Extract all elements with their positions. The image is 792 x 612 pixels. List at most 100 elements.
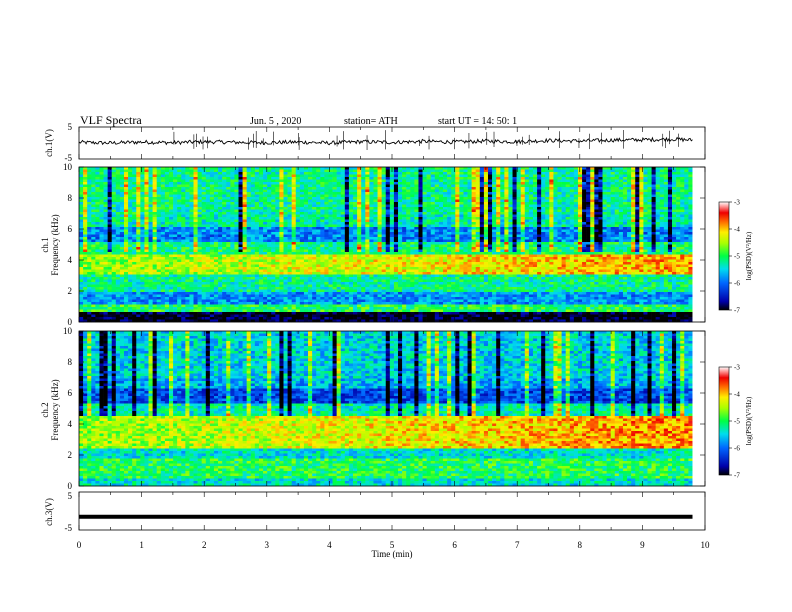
ch1-spectrogram-cell: [287, 212, 292, 215]
ch1-spectrogram-cell: [177, 174, 182, 178]
ch1-spectrogram-cell: [213, 224, 219, 228]
ch1-spectrogram-cell: [492, 167, 497, 170]
ch1-spectrogram-cell: [91, 167, 96, 170]
ch1-spectrogram-cell: [275, 179, 280, 183]
ch1-spectrogram-cell: [447, 212, 452, 215]
ch1-spectrogram-cell: [283, 219, 288, 223]
ch1-spectrogram-cell: [123, 177, 129, 180]
ch1-spectrogram-cell: [443, 172, 448, 175]
ch1-spectrogram-cell: [111, 224, 117, 228]
ch1-spectrogram-cell: [312, 234, 317, 238]
ch1-spectrogram-cell: [128, 207, 133, 210]
ch1-spectrogram-cell: [479, 222, 485, 225]
ch1-spectrogram-cell: [365, 237, 370, 240]
ch1-spectrogram-cell: [500, 179, 505, 183]
ch1-spectrogram-cell: [635, 227, 640, 230]
ch1-spectrogram-cell: [246, 217, 252, 220]
ch1-spectrogram-cell: [385, 209, 391, 213]
ch1-spectrogram-cell: [303, 202, 309, 205]
ch1-spectrogram-cell: [185, 184, 190, 188]
ch1-spectrogram-cell: [181, 209, 186, 213]
ch1-spectrogram-cell: [565, 199, 571, 203]
ch1-spectrogram-cell: [177, 214, 182, 218]
ch1-spectrogram-cell: [83, 204, 88, 208]
ch1-spectrogram-cell: [545, 194, 550, 198]
ch1-spectrogram-cell: [353, 172, 358, 175]
ch1-spectrogram-cell: [434, 179, 440, 183]
ch1-spectrogram-cell: [647, 197, 652, 200]
ch1-spectrogram-cell: [398, 212, 403, 215]
ch1-spectrogram-cell: [377, 214, 382, 218]
ch1-spectrogram-cell: [238, 182, 243, 185]
ch1-spectrogram-cell: [164, 179, 170, 183]
ch1-spectrogram-cell: [651, 169, 656, 173]
ch1-spectrogram-cell: [144, 177, 149, 180]
ch1-spectrogram-cell: [553, 199, 558, 203]
ch1-spectrogram-cell: [389, 192, 395, 195]
ch1-spectrogram-cell: [471, 244, 477, 248]
ch1-spectrogram-cell: [496, 247, 501, 250]
ch1-spectrogram-cell: [414, 187, 419, 190]
ch1-spectrogram-cell: [606, 199, 611, 203]
ch1-spectrogram-cell: [639, 212, 644, 215]
ch1-spectrogram-cell: [218, 189, 223, 193]
ch1-spectrogram-cell: [160, 187, 166, 190]
ch1-spectrogram-cell: [254, 237, 260, 240]
ch1-spectrogram-cell: [618, 194, 624, 198]
ch1-spectrogram-cell: [680, 234, 685, 238]
ch1-spectrogram-cell: [234, 174, 239, 178]
ch1-spectrogram-cell: [263, 244, 268, 248]
ch1-spectrogram-cell: [238, 209, 243, 213]
ch1-spectrogram-cell: [254, 184, 260, 188]
ch1-spectrogram-cell: [332, 217, 337, 220]
ch1-spectrogram-cell: [504, 169, 509, 173]
ch1-spectrogram-cell: [218, 204, 223, 208]
ch1-spectrogram-cell: [422, 177, 427, 180]
ch1-spectrogram-cell: [128, 227, 133, 230]
ch1-spectrogram-cell: [91, 234, 96, 238]
ch1-spectrogram-cell: [471, 192, 477, 195]
ch1-spectrogram-cell: [140, 184, 145, 188]
ch1-spectrogram-cell: [136, 224, 141, 228]
ch1-spectrogram-cell: [496, 239, 501, 243]
ch1-spectrogram-cell: [528, 234, 534, 238]
ch1-spectrogram-cell: [324, 247, 329, 250]
ch1-spectrogram-cell: [132, 229, 137, 233]
ch1-spectrogram-cell: [128, 224, 133, 228]
ch1-spectrogram-cell: [631, 169, 636, 173]
ch1-spectrogram-cell: [447, 219, 452, 223]
ch1-spectrogram-cell: [606, 197, 611, 200]
ch1-spectrogram-cell: [602, 182, 607, 185]
ch1-spectrogram-cell: [410, 202, 415, 205]
ch1-spectrogram-cell: [291, 177, 297, 180]
ch1-spectrogram-cell: [340, 197, 346, 200]
ch1-spectrogram-cell: [103, 237, 108, 240]
ch1-spectrogram-cell: [185, 169, 190, 173]
ch1-spectrogram-cell: [622, 204, 628, 208]
ch1-spectrogram-cell: [443, 237, 448, 240]
ch1-spectrogram-cell: [598, 219, 603, 223]
ch1-spectrogram-cell: [508, 197, 513, 200]
ch1-spectrogram-cell: [275, 244, 280, 248]
ch1-spectrogram-cell: [291, 172, 297, 175]
ch1-spectrogram-cell: [455, 224, 460, 228]
ch1-spectrogram-cell: [447, 174, 452, 178]
ch1-spectrogram-cell: [389, 224, 395, 228]
ch1-spectrogram-cell: [524, 237, 530, 240]
ch1-spectrogram-cell: [271, 224, 276, 228]
ch1-spectrogram-cell: [369, 202, 374, 205]
ch1-spectrogram-cell: [443, 202, 448, 205]
ch1-spectrogram-cell: [107, 222, 113, 225]
ch1-spectrogram-cell: [340, 214, 346, 218]
ch1-spectrogram-cell: [618, 182, 624, 185]
ch1-spectrogram-cell: [598, 232, 603, 235]
ch1-spectrogram-cell: [152, 189, 158, 193]
ch1-spectrogram-cell: [451, 182, 456, 185]
ch1-spectrogram-cell: [483, 194, 489, 198]
ch1-spectrogram-cell: [663, 232, 669, 235]
ch1-spectrogram-cell: [340, 232, 346, 235]
ch1-spectrogram-cell: [140, 244, 145, 248]
ch1-spectrogram-cell: [213, 207, 219, 210]
ch1-spectrogram-cell: [156, 167, 162, 170]
ch1-spectrogram-cell: [230, 184, 235, 188]
